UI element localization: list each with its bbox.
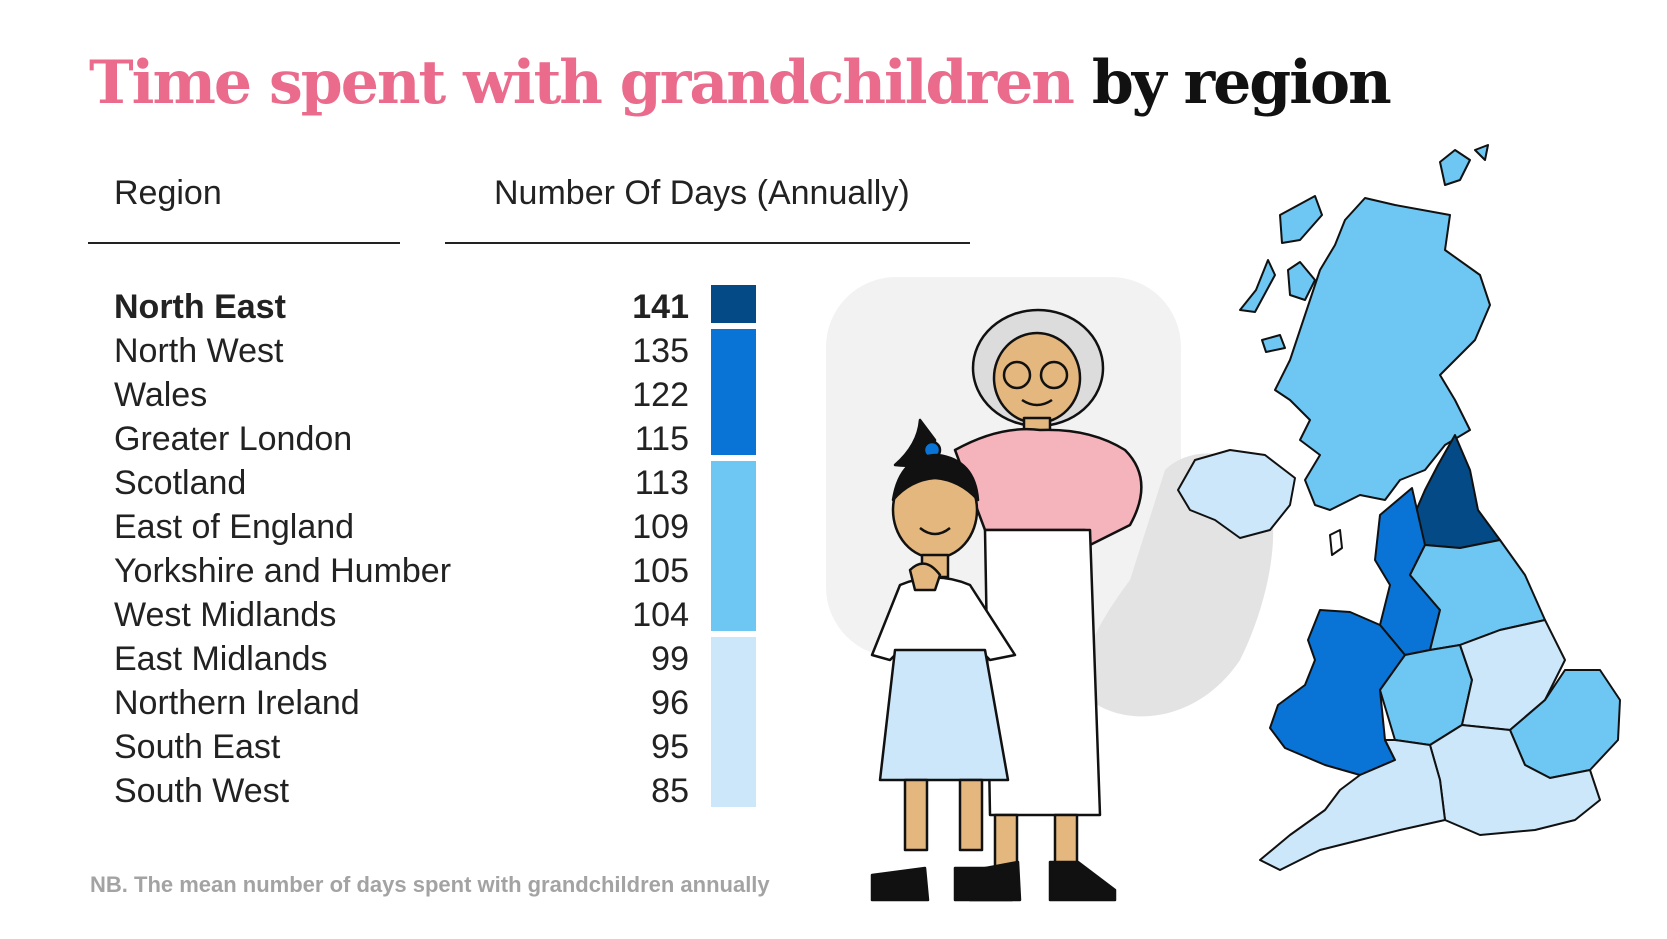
map-isle-of-man <box>1329 529 1343 556</box>
region-name: North West <box>114 332 284 370</box>
region-name: Northern Ireland <box>114 684 360 722</box>
days-value: 109 <box>632 508 689 546</box>
table-row: South East 95 <box>114 725 689 769</box>
title-rest: by region <box>1091 48 1392 118</box>
map-south-west <box>1259 739 1446 871</box>
grandmother-figure <box>953 308 1143 902</box>
region-name: Greater London <box>114 420 353 458</box>
table-row: Greater London 115 <box>114 417 689 461</box>
grandmother-sweater <box>953 427 1143 547</box>
table-row: South West 85 <box>114 769 689 813</box>
table-row: West Midlands 104 <box>114 593 689 637</box>
tier-swatch <box>711 329 756 455</box>
girl-figure <box>870 418 1017 902</box>
days-value: 113 <box>634 464 689 502</box>
days-value: 141 <box>632 288 689 326</box>
table-row: Scotland 113 <box>114 461 689 505</box>
region-name: East Midlands <box>114 640 328 678</box>
footnote: NB. The mean number of days spent with g… <box>90 872 770 897</box>
title-highlight: Time spent with grandchildren <box>89 48 1075 118</box>
region-name: North East <box>114 288 286 326</box>
days-value: 104 <box>632 596 689 634</box>
days-value: 135 <box>632 332 689 370</box>
girl-smile <box>919 526 951 536</box>
girl-hair <box>891 453 980 502</box>
table-row: Wales 122 <box>114 373 689 417</box>
grandmother-hand <box>908 562 942 592</box>
days-value: 99 <box>651 640 689 678</box>
tier-swatch <box>711 461 756 631</box>
map-wales <box>1269 609 1406 776</box>
grandmother-smile <box>1021 398 1053 407</box>
table-row: East of England 109 <box>114 505 689 549</box>
region-name: West Midlands <box>114 596 337 634</box>
region-name: South East <box>114 728 281 766</box>
uk-region-map <box>1177 144 1621 871</box>
table-row: East Midlands 99 <box>114 637 689 681</box>
days-value: 95 <box>651 728 689 766</box>
table-row: North West 135 <box>114 329 689 373</box>
days-header-rule <box>445 242 970 244</box>
region-name: South West <box>114 772 290 810</box>
table-row: North East 141 <box>114 285 689 329</box>
days-value: 85 <box>651 772 689 810</box>
region-header-rule <box>88 242 400 244</box>
days-value: 122 <box>632 376 689 414</box>
tier-swatch <box>711 637 756 807</box>
girl-leg-right <box>958 778 984 852</box>
grandmother-shoe-right <box>1048 860 1117 902</box>
girl-skirt <box>878 648 1010 782</box>
region-name: Wales <box>114 376 208 414</box>
tier-swatch <box>711 285 756 323</box>
girl-shoe-left <box>870 866 930 902</box>
girl-shoe-right <box>953 866 1014 902</box>
days-column-header: Number Of Days (Annually) <box>494 174 910 212</box>
map-scotland <box>1274 197 1491 511</box>
table-row: Northern Ireland 96 <box>114 681 689 725</box>
region-name: Scotland <box>114 464 247 502</box>
days-value: 115 <box>634 420 689 458</box>
map-scotland-islands <box>1239 144 1489 353</box>
glasses-left <box>1002 360 1032 390</box>
days-value: 105 <box>632 552 689 590</box>
chart-title: Time spent with grandchildren by region <box>89 48 1392 118</box>
region-column-header: Region <box>114 174 222 212</box>
map-northern-ireland <box>1177 449 1296 539</box>
region-name: Yorkshire and Humber <box>114 552 452 590</box>
region-name: East of England <box>114 508 355 546</box>
girl-leg-left <box>903 778 929 852</box>
days-value: 96 <box>651 684 689 722</box>
glasses-right <box>1039 360 1069 390</box>
table-row: Yorkshire and Humber 105 <box>114 549 689 593</box>
